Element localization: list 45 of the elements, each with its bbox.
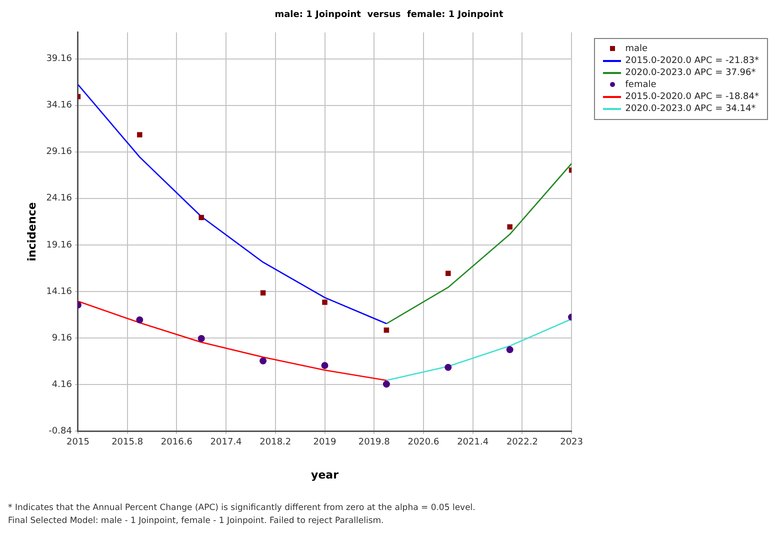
legend-label: 2020.0-2023.0 APC = 34.14* [625,104,756,114]
y-tick-label: 9.16 [52,333,72,344]
chart-title: male: 1 Joinpoint versus female: 1 Joinpoint [274,9,504,20]
y-tick-label: 19.16 [46,240,72,250]
y-tick-label: -0.84 [48,426,72,436]
point [444,364,452,371]
y-tick-label: 39.16 [46,54,72,64]
x-tick-label: 2023 [560,438,583,448]
y-tick-label: 14.16 [46,286,72,297]
point [260,357,267,364]
x-tick-label: 2018.2 [260,438,292,448]
point [506,346,514,354]
x-tick-label: 2015 [66,438,90,448]
y-tick-label: 34.16 [46,100,72,111]
legend-label: 2015.0-2020.0 APC = -21.83* [625,56,759,66]
point [384,328,390,333]
x-tick-label: 2022.2 [506,438,538,448]
point [322,300,328,305]
x-tick-label: 2019 [313,438,336,448]
point [382,380,390,388]
x-axis-title: year [311,468,340,482]
x-tick-label: 2021.4 [457,438,489,448]
y-tick-label: 4.16 [52,380,72,390]
point [198,214,204,220]
text: * Indicates that the Annual Percent Change (APC) is significantly different from zero at the alpha = 0.05 level. [8,502,476,515]
point [198,335,205,342]
text: Final Selected Model: male - 1 Joinpoint, female - 1 Joinpoint. Failed to reject Parallelism. [8,515,385,528]
legend-label: 2020.0-2023.0 APC = 37.96* [625,68,756,78]
point [260,290,266,296]
y-axis-title: incidence [25,202,38,262]
point [507,224,512,230]
legend-label: female [625,80,656,90]
point [321,362,328,369]
x-tick-label: 2015.8 [112,438,144,448]
legend-label: 2015.0-2020.0 APC = -18.84* [625,92,759,102]
legend-label: male [625,44,648,54]
y-tick-label: 24.16 [46,194,72,204]
point [446,270,451,276]
point [137,132,142,138]
x-tick-label: 2019.8 [358,438,390,448]
x-tick-label: 2020.6 [408,438,440,448]
x-tick-label: 2016.6 [160,438,193,448]
x-tick-label: 2017.4 [210,438,242,448]
point [136,316,144,324]
y-tick-label: 29.16 [46,147,72,158]
